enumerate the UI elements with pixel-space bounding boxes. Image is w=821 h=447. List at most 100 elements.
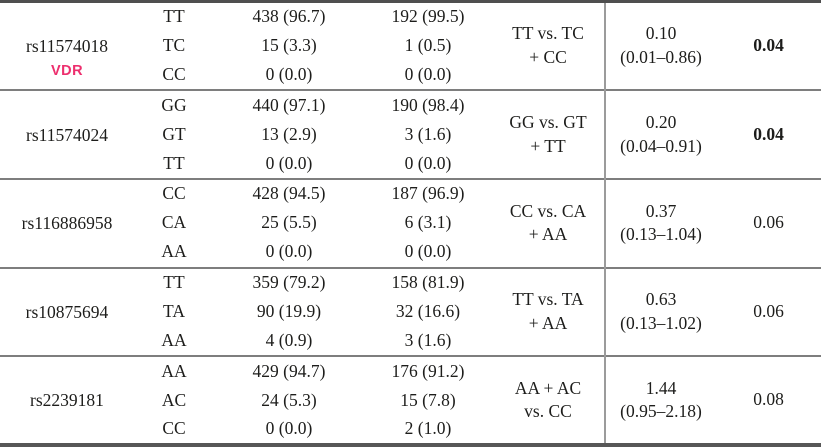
table-row: CC 0 (0.0) 2 (1.0) xyxy=(0,415,821,445)
genotype-cell: AC xyxy=(161,389,187,410)
genotype-cell: TT xyxy=(163,6,185,27)
count-cell: 158 (81.9) xyxy=(364,266,492,298)
count-cell: 2 (1.0) xyxy=(404,418,452,439)
table-row: AA 0 (0.0) 0 (0.0) xyxy=(0,238,821,268)
comparison-cell: CC vs. CA + AA xyxy=(492,177,605,268)
snp-cell: rs10875694 xyxy=(0,266,134,357)
table-row: rs11574018 VDR TT 438 (96.7) 192 (99.5) … xyxy=(0,1,821,91)
comparison-line1: AA + AC xyxy=(514,377,582,398)
or-value: 1.44 xyxy=(645,377,677,398)
or-value: 0.37 xyxy=(645,200,677,221)
genotype-cell: TT xyxy=(163,152,185,173)
comparison-line2: + TT xyxy=(530,135,566,156)
pvalue-cell: 0.06 xyxy=(716,177,821,268)
or-value: 0.20 xyxy=(645,111,677,132)
comparison-line1: TT vs. TA xyxy=(512,289,584,310)
or-value: 0.63 xyxy=(645,289,677,310)
count-cell: 90 (19.9) xyxy=(256,300,322,321)
snp-cell: rs11574018 VDR xyxy=(0,2,134,91)
genotype-cell: TA xyxy=(163,300,185,321)
table-row: rs11574024 GG 440 (97.1) 190 (98.4) GG v… xyxy=(0,89,821,179)
table-row: AA 4 (0.9) 3 (1.6) xyxy=(0,327,821,357)
count-cell: 0 (0.0) xyxy=(265,241,313,262)
count-cell: 440 (97.1) xyxy=(214,89,364,120)
count-cell: 13 (2.9) xyxy=(261,123,317,144)
count-cell: 438 (96.7) xyxy=(252,6,326,27)
genotype-cell: AA xyxy=(134,355,214,386)
genotype-cell: CC xyxy=(134,177,214,209)
genotype-cell: CC xyxy=(162,418,186,439)
comparison-line1: GG vs. GT xyxy=(509,111,587,132)
table-row: TC 15 (3.3) 1 (0.5) xyxy=(0,31,821,61)
comparison-cell: GG vs. GT + TT xyxy=(492,89,605,179)
pvalue-cell: 0.06 xyxy=(716,266,821,357)
count-cell: 187 (96.9) xyxy=(364,177,492,209)
count-cell: 25 (5.5) xyxy=(261,212,317,233)
table-row: TT 0 (0.0) 0 (0.0) xyxy=(0,149,821,179)
genotype-cell: GT xyxy=(162,123,186,144)
or-ci: (0.04–0.91) xyxy=(620,135,702,156)
snp-id: rs2239181 xyxy=(30,390,104,411)
count-cell: 15 (3.3) xyxy=(261,34,317,55)
snp-cell: rs2239181 xyxy=(0,355,134,445)
table-row: GT 13 (2.9) 3 (1.6) xyxy=(0,120,821,150)
comparison-cell: TT vs. TA + AA xyxy=(492,266,605,357)
count-cell: 0 (0.0) xyxy=(404,63,452,84)
count-cell: 3 (1.6) xyxy=(404,330,452,351)
count-cell: 0 (0.0) xyxy=(404,152,452,173)
genotype-cell: CC xyxy=(162,63,186,84)
snp-id: rs116886958 xyxy=(21,213,113,234)
count-cell: 176 (91.2) xyxy=(364,355,492,386)
count-cell: 4 (0.9) xyxy=(265,330,313,351)
pvalue-cell: 0.04 xyxy=(716,89,821,179)
comparison-cell: TT vs. TC + CC xyxy=(492,2,605,91)
odds-ratio-cell: 0.20 (0.04–0.91) xyxy=(604,89,716,179)
comparison-line1: TT vs. TC xyxy=(512,23,584,44)
count-cell: 32 (16.6) xyxy=(395,300,461,321)
comparison-cell: AA + AC vs. CC xyxy=(492,355,605,445)
count-cell: 190 (98.4) xyxy=(364,89,492,120)
pvalue-cell: 0.04 xyxy=(753,35,784,56)
count-cell: 429 (94.7) xyxy=(214,355,364,386)
gene-name: VDR xyxy=(50,62,84,79)
table-row: CA 25 (5.5) 6 (3.1) xyxy=(0,208,821,238)
count-cell: 3 (1.6) xyxy=(404,123,452,144)
count-cell: 0 (0.0) xyxy=(265,63,313,84)
count-cell: 24 (5.3) xyxy=(261,389,317,410)
count-cell: 6 (3.1) xyxy=(404,212,452,233)
comparison-line1: CC vs. CA xyxy=(509,200,587,221)
count-cell: 1 (0.5) xyxy=(404,34,452,55)
snp-id: rs11574024 xyxy=(26,124,108,145)
comparison-line2: + AA xyxy=(528,312,568,333)
table-row: CC 0 (0.0) 0 (0.0) xyxy=(0,61,821,91)
comparison-line2: + AA xyxy=(528,224,568,245)
count-cell: 0 (0.0) xyxy=(404,241,452,262)
odds-ratio-cell: 0.37 (0.13–1.04) xyxy=(604,177,716,268)
odds-ratio-cell: 0.63 (0.13–1.02) xyxy=(604,266,716,357)
or-ci: (0.13–1.04) xyxy=(620,224,702,245)
pvalue-cell: 0.08 xyxy=(716,355,821,445)
table-row: rs2239181 AA 429 (94.7) 176 (91.2) AA + … xyxy=(0,355,821,445)
table-row: rs10875694 TT 359 (79.2) 158 (81.9) TT v… xyxy=(0,266,821,357)
snp-cell: rs11574024 xyxy=(0,89,134,179)
genotype-cell: AA xyxy=(161,241,187,262)
genotype-cell: TC xyxy=(162,34,186,55)
genotype-cell: TT xyxy=(134,266,214,298)
snp-cell: rs116886958 xyxy=(0,177,134,268)
snp-id: rs10875694 xyxy=(25,301,109,322)
comparison-line2: + CC xyxy=(529,47,567,68)
odds-ratio-cell: 0.10 (0.01–0.86) xyxy=(604,1,716,91)
count-cell: 15 (7.8) xyxy=(400,389,456,410)
genotype-cell: CA xyxy=(161,212,187,233)
or-ci: (0.95–2.18) xyxy=(620,401,702,422)
count-cell: 428 (94.5) xyxy=(214,177,364,209)
count-cell: 359 (79.2) xyxy=(214,266,364,298)
odds-ratio-cell: 1.44 (0.95–2.18) xyxy=(604,355,716,445)
table-row: AC 24 (5.3) 15 (7.8) xyxy=(0,386,821,416)
comparison-line2: vs. CC xyxy=(524,401,572,422)
or-ci: (0.13–1.02) xyxy=(620,312,702,333)
count-cell: 0 (0.0) xyxy=(265,152,313,173)
snp-id: rs11574018 xyxy=(26,35,108,56)
